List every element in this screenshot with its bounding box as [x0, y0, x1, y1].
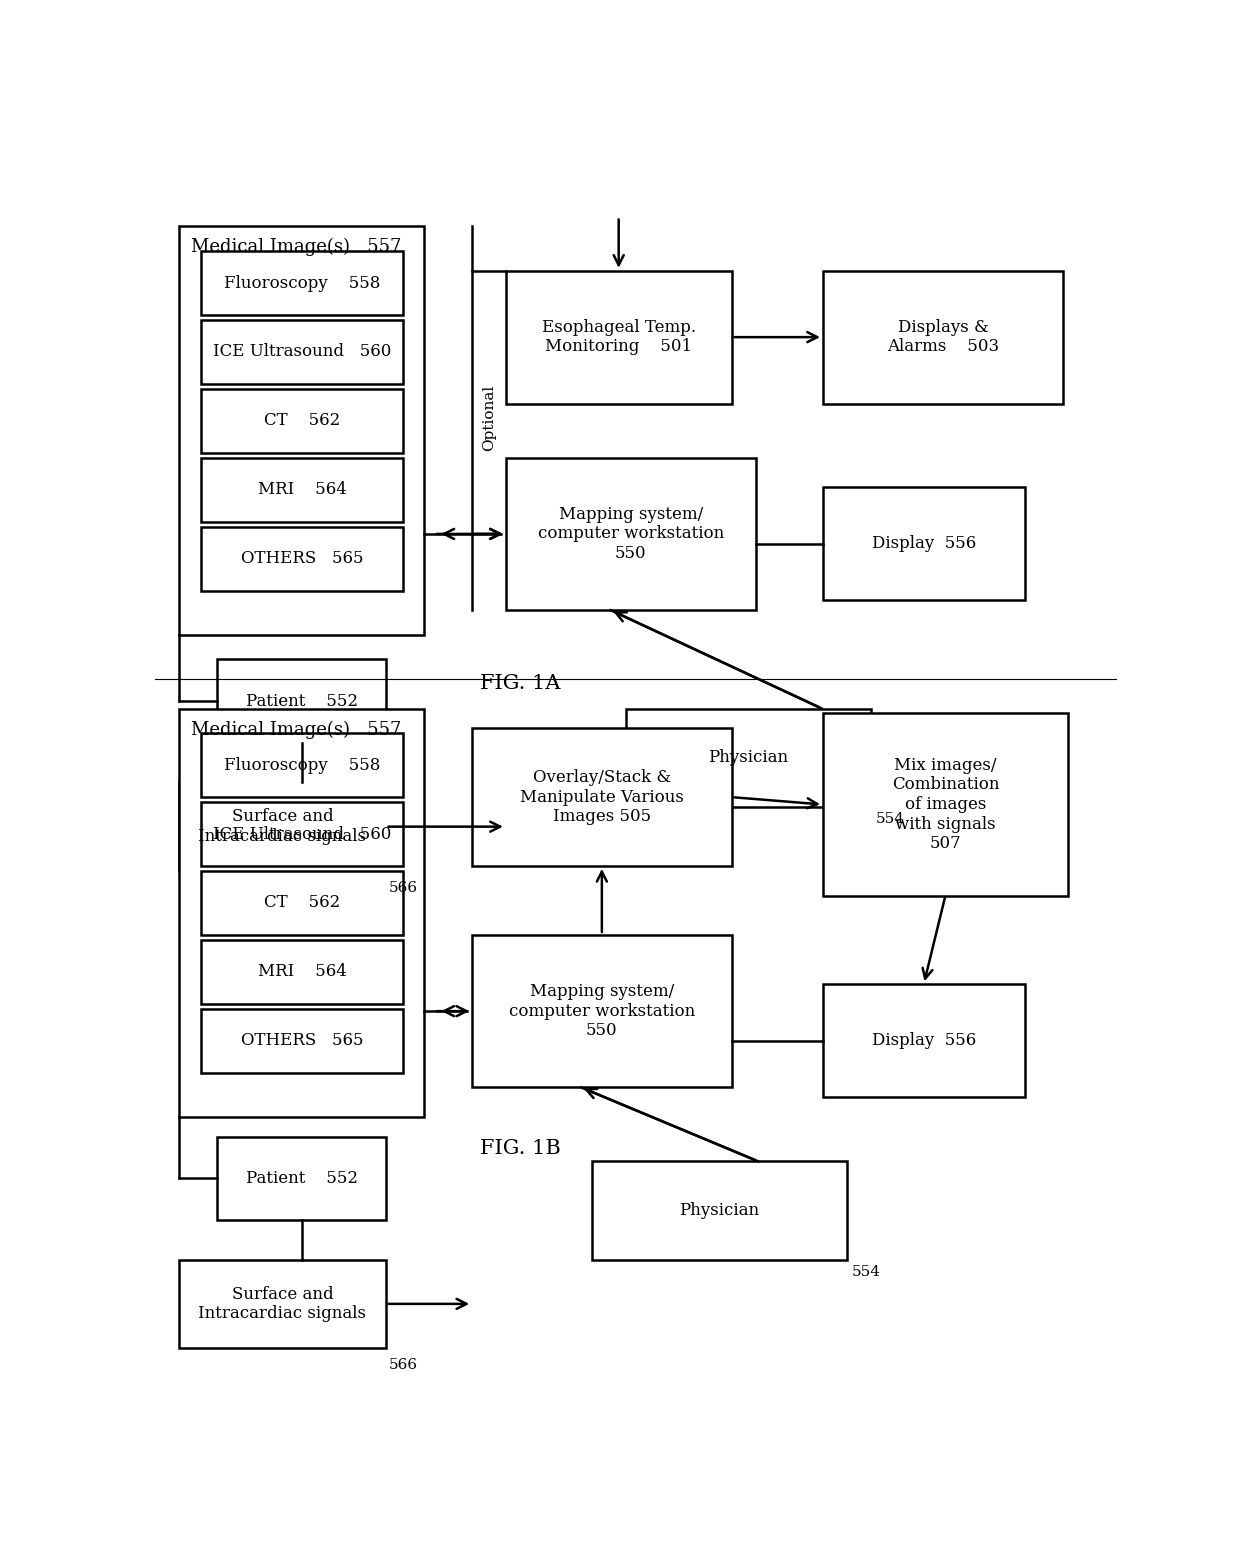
Text: FIG. 1A: FIG. 1A	[480, 675, 560, 694]
Text: 554: 554	[852, 1264, 880, 1278]
Text: Patient    552: Patient 552	[246, 1169, 357, 1186]
FancyBboxPatch shape	[201, 320, 403, 384]
Text: MRI    564: MRI 564	[258, 963, 346, 981]
Text: Optional: Optional	[481, 385, 496, 452]
FancyBboxPatch shape	[201, 733, 403, 797]
FancyBboxPatch shape	[179, 226, 424, 635]
Text: Medical Image(s)   557: Medical Image(s) 557	[191, 720, 401, 739]
FancyBboxPatch shape	[626, 709, 870, 808]
Text: 554: 554	[875, 812, 905, 826]
Text: OTHERS   565: OTHERS 565	[241, 1032, 363, 1049]
FancyBboxPatch shape	[179, 783, 386, 871]
FancyBboxPatch shape	[472, 728, 732, 865]
FancyBboxPatch shape	[201, 801, 403, 865]
FancyBboxPatch shape	[179, 1260, 386, 1349]
FancyBboxPatch shape	[823, 486, 1024, 600]
Text: Display  556: Display 556	[872, 1032, 976, 1049]
Text: 566: 566	[388, 881, 418, 895]
Text: Mix images/
Combination
of images
with signals
507: Mix images/ Combination of images with s…	[892, 756, 999, 853]
Text: CT    562: CT 562	[264, 895, 340, 912]
Text: ICE Ultrasound   560: ICE Ultrasound 560	[213, 826, 392, 842]
Text: Surface and
Intracardiac signals: Surface and Intracardiac signals	[198, 1286, 366, 1322]
FancyBboxPatch shape	[201, 940, 403, 1004]
Text: Displays &
Alarms    503: Displays & Alarms 503	[887, 320, 999, 355]
FancyBboxPatch shape	[823, 714, 1068, 895]
FancyBboxPatch shape	[472, 935, 732, 1088]
Text: Physician: Physician	[680, 1202, 760, 1219]
Text: Fluoroscopy    558: Fluoroscopy 558	[224, 756, 381, 773]
Text: Medical Image(s)   557: Medical Image(s) 557	[191, 239, 401, 257]
FancyBboxPatch shape	[506, 271, 732, 404]
Text: ICE Ultrasound   560: ICE Ultrasound 560	[213, 343, 392, 360]
FancyBboxPatch shape	[201, 388, 403, 452]
FancyBboxPatch shape	[593, 1161, 847, 1260]
Text: Mapping system/
computer workstation
550: Mapping system/ computer workstation 550	[508, 984, 694, 1040]
FancyBboxPatch shape	[217, 1137, 386, 1221]
Text: Esophageal Temp.
Monitoring    501: Esophageal Temp. Monitoring 501	[542, 320, 696, 355]
FancyBboxPatch shape	[823, 984, 1024, 1098]
FancyBboxPatch shape	[823, 271, 1063, 404]
FancyBboxPatch shape	[201, 1009, 403, 1073]
Text: 566: 566	[388, 1358, 418, 1372]
FancyBboxPatch shape	[217, 659, 386, 744]
Text: Fluoroscopy    558: Fluoroscopy 558	[224, 274, 381, 292]
Text: Overlay/Stack &
Manipulate Various
Images 505: Overlay/Stack & Manipulate Various Image…	[520, 769, 683, 825]
FancyBboxPatch shape	[201, 871, 403, 935]
FancyBboxPatch shape	[201, 251, 403, 315]
FancyBboxPatch shape	[201, 458, 403, 522]
Text: FIG. 1B: FIG. 1B	[480, 1140, 560, 1158]
Text: Mapping system/
computer workstation
550: Mapping system/ computer workstation 550	[538, 505, 724, 563]
Text: Physician: Physician	[708, 750, 789, 767]
Text: MRI    564: MRI 564	[258, 482, 346, 499]
FancyBboxPatch shape	[179, 709, 424, 1116]
Text: Surface and
Intracardiac signals: Surface and Intracardiac signals	[198, 809, 366, 845]
Text: Display  556: Display 556	[872, 535, 976, 552]
FancyBboxPatch shape	[201, 527, 403, 591]
Text: OTHERS   565: OTHERS 565	[241, 550, 363, 567]
FancyBboxPatch shape	[506, 458, 755, 610]
Text: CT    562: CT 562	[264, 412, 340, 429]
Text: Patient    552: Patient 552	[246, 692, 357, 709]
